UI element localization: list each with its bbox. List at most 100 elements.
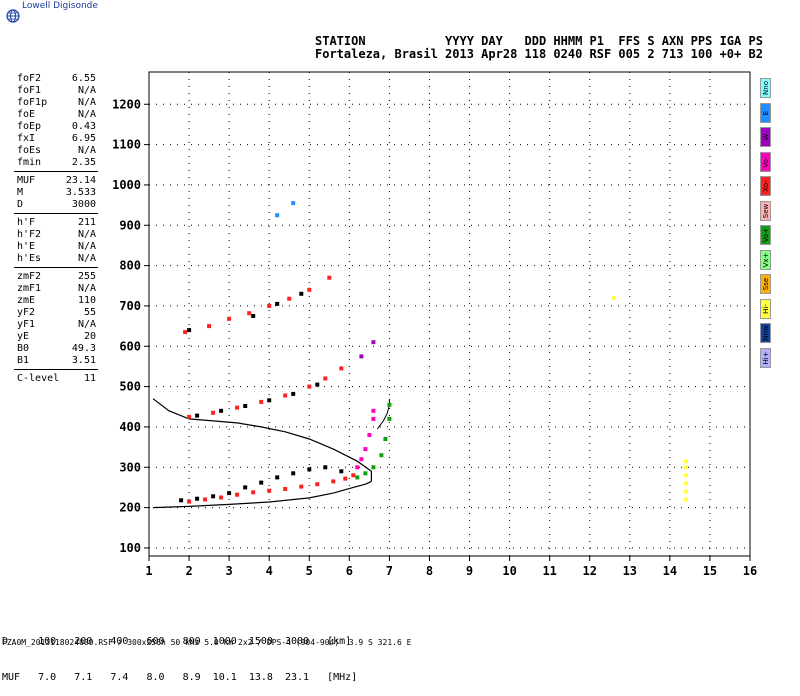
echo-point xyxy=(683,465,688,470)
param-value: 3.51 xyxy=(71,355,96,366)
y-tick-label: 1000 xyxy=(112,178,141,192)
legend-item: Vx+ xyxy=(760,249,771,270)
param-name: foF1 xyxy=(17,85,42,96)
x-tick-label: 16 xyxy=(743,564,757,578)
legend-item: E xyxy=(760,102,771,123)
param-value: N/A xyxy=(77,253,96,264)
param-name: h'Es xyxy=(17,253,42,264)
param-name: M xyxy=(17,187,24,198)
plot-frame xyxy=(148,71,751,557)
param-value: N/A xyxy=(77,145,96,156)
echo-point xyxy=(267,488,272,493)
echo-point xyxy=(227,316,232,321)
x-tick-label: 10 xyxy=(502,564,516,578)
muf-table-muf-row: MUF 7.0 7.1 7.4 8.0 8.9 10.1 13.8 23.1 [… xyxy=(2,672,358,683)
echo-point xyxy=(339,366,344,371)
echo-point xyxy=(387,416,392,421)
legend-label: Vo- xyxy=(761,155,770,168)
profile-curve-upper xyxy=(152,398,372,482)
echo-point xyxy=(343,476,348,481)
param-fmin: fmin 2.35 xyxy=(17,157,96,169)
param-separator xyxy=(14,171,98,172)
echo-point xyxy=(363,447,368,452)
param-name: MUF xyxy=(17,175,36,186)
echo-point xyxy=(187,328,192,333)
param-b0: B0 49.3 xyxy=(17,343,96,355)
param-name: foEs xyxy=(17,145,42,156)
legend-item: Hi- xyxy=(760,298,771,319)
header-labels: STATION YYYY DAY DDD HHMM P1 FFS S AXN P… xyxy=(315,34,763,48)
echo-point xyxy=(371,465,376,470)
param-name: zmF2 xyxy=(17,271,42,282)
param-fof2: foF2 6.55 xyxy=(17,73,96,85)
muf-table: D 100 200 400 600 800 1000 1500 3000 [km… xyxy=(2,612,357,696)
echo-point xyxy=(287,296,292,301)
param-value: 3000 xyxy=(71,199,96,210)
echo-point xyxy=(355,475,360,480)
echo-point xyxy=(251,490,256,495)
echo-point xyxy=(315,482,320,487)
legend-label: Nno xyxy=(761,81,770,95)
echo-point xyxy=(235,492,240,497)
param-value: N/A xyxy=(77,229,96,240)
param-clevel: C-level 11 xyxy=(17,373,96,385)
param-value: N/A xyxy=(77,319,96,330)
x-tick-label: 12 xyxy=(583,564,597,578)
legend-label: Hi- xyxy=(761,303,770,314)
param-value: 6.95 xyxy=(71,133,96,144)
y-tick-label: 100 xyxy=(119,541,141,555)
echo-point xyxy=(179,498,184,503)
param-yf1: yF1 N/A xyxy=(17,319,96,331)
echo-point xyxy=(379,453,384,458)
echo-point xyxy=(351,473,356,478)
file-footer: FZA0M_2013118024000.RSF / 300x256h 50 kH… xyxy=(2,638,412,647)
echo-point xyxy=(683,489,688,494)
echo-traces xyxy=(179,201,688,504)
echo-point xyxy=(299,291,304,296)
echo-point xyxy=(291,391,296,396)
profile-trace xyxy=(377,398,390,430)
param-name: h'F2 xyxy=(17,229,42,240)
echo-point xyxy=(235,405,240,410)
legend-item: Xo- xyxy=(760,176,771,196)
y-tick-label: 700 xyxy=(119,299,141,313)
param-zmf2: zmF2 255 xyxy=(17,271,96,283)
param-value: 11 xyxy=(83,373,96,384)
legend-label: W xyxy=(761,133,770,141)
echo-point xyxy=(267,303,272,308)
echo-point xyxy=(275,301,280,306)
y-tick-label: 800 xyxy=(119,259,141,273)
globe-icon xyxy=(6,8,20,23)
x-tick-label: 8 xyxy=(426,564,433,578)
echo-point xyxy=(371,408,376,413)
y-tick-label: 500 xyxy=(119,380,141,394)
echo-point xyxy=(251,314,256,318)
legend-item: Hi+ xyxy=(760,347,771,368)
echo-point xyxy=(275,213,280,218)
echo-point xyxy=(211,494,216,499)
y-tick-label: 1100 xyxy=(112,138,141,152)
echo-point xyxy=(267,398,272,403)
param-value: N/A xyxy=(77,241,96,252)
echo-point xyxy=(315,382,320,387)
param-value: N/A xyxy=(77,97,96,108)
param-b1: B1 3.51 xyxy=(17,355,96,367)
param-zmf1: zmF1 N/A xyxy=(17,283,96,295)
param-value: 2.35 xyxy=(71,157,96,168)
param-name: fxI xyxy=(17,133,36,144)
y-tick-label: 300 xyxy=(119,460,141,474)
param-name: C-level xyxy=(17,373,60,384)
echo-point xyxy=(387,402,392,407)
param-name: yF2 xyxy=(17,307,36,318)
param-he: h'E N/A xyxy=(17,241,96,253)
param-ye: yE 20 xyxy=(17,331,96,343)
echo-point xyxy=(227,491,232,496)
echo-point xyxy=(359,457,364,462)
param-hf: h'F 211 xyxy=(17,217,96,229)
param-name: yF1 xyxy=(17,319,36,330)
echo-point xyxy=(259,399,264,404)
echo-point xyxy=(331,479,336,484)
param-foe: foE N/A xyxy=(17,109,96,121)
echo-point xyxy=(371,340,376,345)
echo-point xyxy=(307,287,312,292)
